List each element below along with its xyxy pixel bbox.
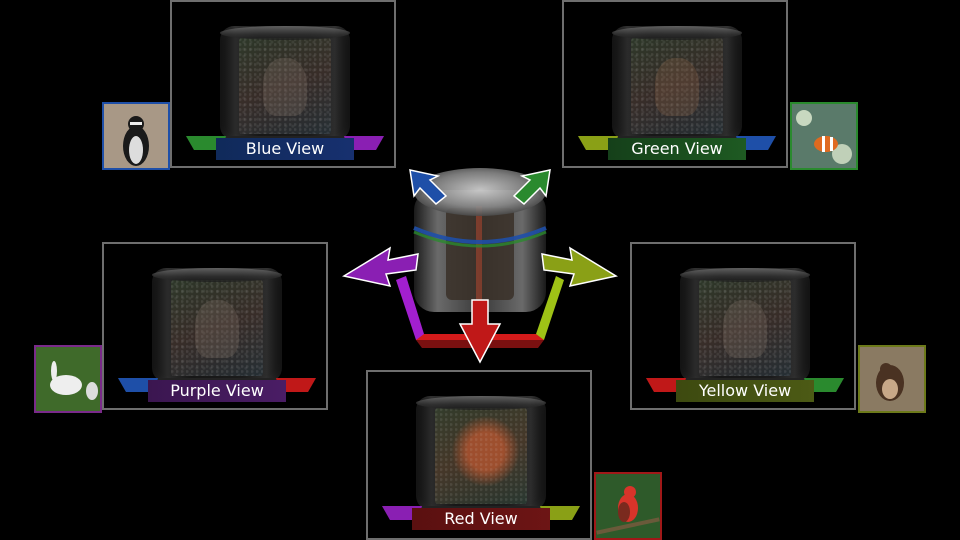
squirrel-photo [860,347,924,411]
rabbit-photo [36,347,100,411]
arrow-green-icon[interactable] [512,169,551,206]
cylinder-rim [220,26,350,40]
view-label: Red View [412,508,550,530]
thumbnail-rabbit[interactable] [34,345,102,413]
view-panel-green[interactable]: Green View [562,0,788,168]
noise-image [435,408,527,504]
view-panel-purple[interactable]: Purple View [102,242,328,410]
view-label: Purple View [148,380,286,402]
view-label: Green View [608,138,746,160]
cylinder-rim [152,268,282,282]
arrow-purple-icon[interactable] [342,246,419,288]
cylinder-rim [612,26,742,40]
noise-image [239,38,331,134]
squirrel-silhouette [723,300,767,358]
thumbnail-penguin[interactable] [102,102,170,170]
thumbnail-clownfish[interactable] [790,102,858,170]
cylinder-rim [416,396,546,410]
clownfish-photo [792,104,856,168]
arrow-yellow-icon[interactable] [541,246,618,288]
center-cylinder [413,168,547,312]
thumbnail-squirrel[interactable] [858,345,926,413]
penguin-silhouette [263,58,307,116]
noise-image [699,280,791,376]
view-label: Yellow View [676,380,814,402]
arrow-blue-icon[interactable] [409,169,448,206]
rabbit-silhouette [195,300,239,358]
center-view-hub [342,168,618,364]
view-label: Blue View [216,138,354,160]
bird-photo [596,474,660,538]
view-panel-blue[interactable]: Blue View [170,0,396,168]
thumbnail-bird[interactable] [594,472,662,540]
fish-silhouette [655,58,699,116]
noise-image [631,38,723,134]
penguin-photo [104,104,168,168]
view-panel-yellow[interactable]: Yellow View [630,242,856,410]
view-panel-red[interactable]: Red View [366,370,592,540]
cylinder-rim [680,268,810,282]
noise-image [171,280,263,376]
arrow-red-icon[interactable] [458,299,502,364]
